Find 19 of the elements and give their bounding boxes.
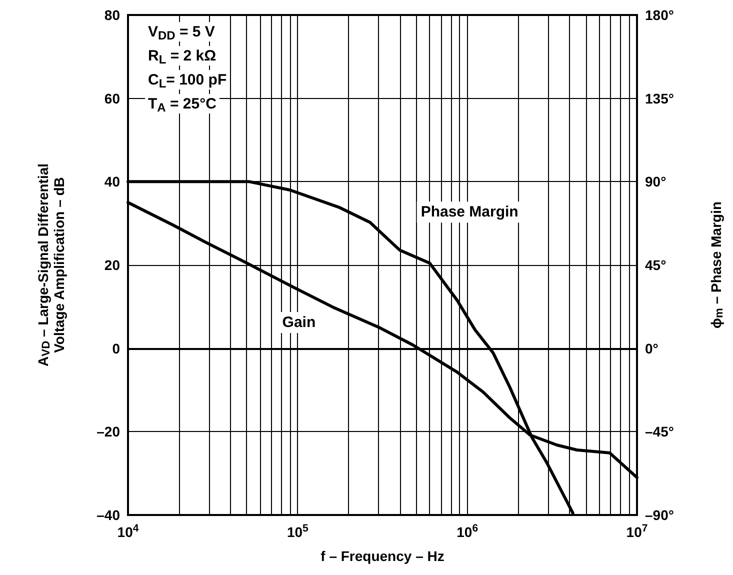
y2-tick-label: 90° xyxy=(645,174,666,190)
y2-tick-label: –90° xyxy=(645,507,674,523)
y-axis-title: AVD – Large-Signal Differential Voltage Amplification – dB xyxy=(35,163,67,367)
y-tick-label: 40 xyxy=(104,174,120,190)
y2-tick-label: 0° xyxy=(645,340,658,356)
y-tick-label: –40 xyxy=(96,507,120,523)
y2-tick-label: –45° xyxy=(645,424,674,440)
y-tick-label: 60 xyxy=(104,90,120,106)
text: Phase Margin xyxy=(420,204,518,221)
y2-axis-title: ϕm – Phase Margin xyxy=(708,201,726,329)
y-tick-label: 20 xyxy=(104,257,120,273)
y2-tick-label: 135° xyxy=(645,90,674,106)
y-tick-label: 0 xyxy=(112,340,120,356)
series-label: Gain xyxy=(282,314,316,331)
y-tick-label: –20 xyxy=(96,424,120,440)
x-axis-title: f – Frequency – Hz xyxy=(320,548,444,564)
y2-tick-label: 45° xyxy=(645,257,666,273)
y-tick-label: 80 xyxy=(104,7,120,23)
y2-tick-label: 180° xyxy=(645,7,674,23)
